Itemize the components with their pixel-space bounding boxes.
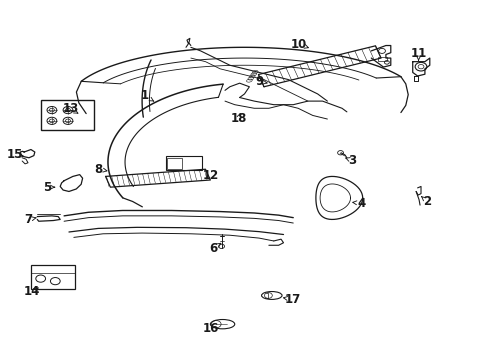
Text: 1: 1: [140, 89, 148, 102]
Text: 17: 17: [285, 293, 301, 306]
Text: 6: 6: [209, 242, 218, 255]
Text: 14: 14: [23, 285, 40, 298]
Text: 15: 15: [7, 148, 23, 161]
Bar: [31, 265, 75, 289]
Text: 9: 9: [254, 75, 263, 88]
Bar: [41, 100, 94, 130]
Text: 7: 7: [24, 213, 33, 226]
Text: 12: 12: [202, 169, 218, 182]
Text: 16: 16: [203, 321, 219, 334]
Text: 8: 8: [94, 163, 102, 176]
Bar: [377, 57, 386, 61]
Text: 10: 10: [290, 38, 306, 51]
Text: 13: 13: [62, 103, 79, 116]
Text: 2: 2: [423, 195, 430, 208]
Text: 18: 18: [230, 112, 246, 125]
Text: 11: 11: [409, 47, 426, 60]
Text: 4: 4: [357, 197, 365, 210]
Text: 5: 5: [43, 181, 51, 194]
Bar: [165, 156, 202, 170]
Text: 3: 3: [347, 154, 355, 167]
Bar: [167, 158, 182, 169]
